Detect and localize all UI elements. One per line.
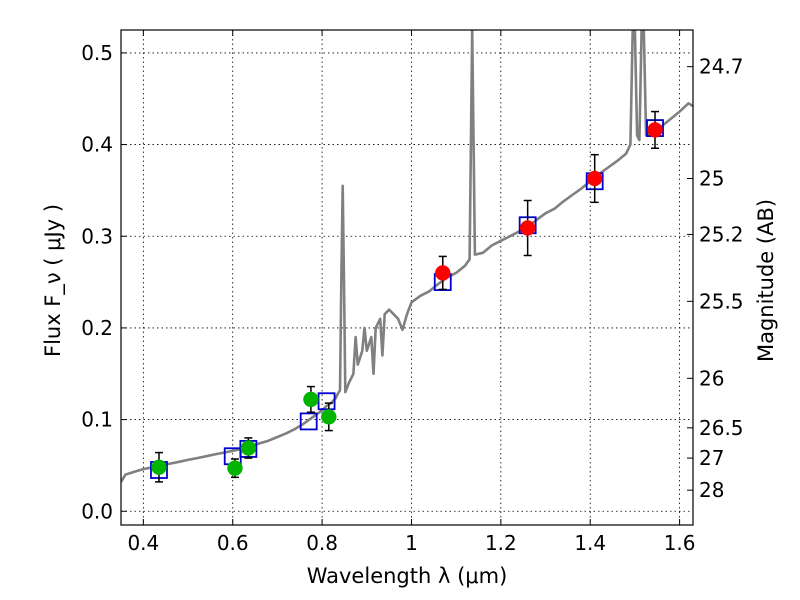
data-point (321, 409, 337, 425)
right-tick-label: 26.5 (699, 416, 744, 440)
data-point (435, 265, 451, 281)
x-tick-label: 1.4 (574, 531, 606, 555)
x-tick-label: 1.6 (664, 531, 696, 555)
right-tick-label: 27 (699, 446, 724, 470)
model-square-point (317, 392, 336, 411)
model-square-point (299, 412, 318, 431)
spectrum-layer (121, 30, 693, 483)
right-tick-label: 25.2 (699, 222, 744, 246)
right-axis-label: Magnitude (AB) (754, 199, 778, 362)
x-tick-label: 0.6 (217, 531, 249, 555)
y-tick-label: 0.1 (81, 408, 113, 432)
spectrum-line (121, 30, 693, 483)
plot-frame (120, 29, 694, 526)
x-tick-label: 1.2 (485, 531, 517, 555)
x-tick-label: 0.4 (127, 531, 159, 555)
y-axis-label: Flux F_ν ( μJy ) (41, 204, 66, 357)
tick-layer: 0.4 0.6 0.8 1 1.2 1.4 1.6 0.0 0.1 0.2 0.3 0.4 0.5 24.… (81, 30, 744, 555)
data-point (227, 460, 243, 476)
x-tick-label: 1 (405, 531, 418, 555)
x-tick-label: 0.8 (306, 531, 338, 555)
data-point (303, 391, 319, 408)
y-tick-label: 0.2 (81, 316, 113, 340)
data-point (240, 440, 257, 456)
grid-lines (121, 30, 693, 525)
marker-layer (150, 110, 664, 483)
right-tick-label: 28 (699, 478, 724, 502)
data-point (647, 122, 663, 138)
y-tick-label: 0.4 (81, 133, 113, 157)
y-tick-label: 0.5 (81, 41, 113, 65)
x-axis-label: Wavelength λ (μm) (307, 564, 508, 588)
right-tick-label: 24.7 (699, 55, 744, 79)
right-tick-label: 26 (699, 366, 724, 390)
data-point (519, 220, 536, 236)
y-tick-label: 0.0 (81, 499, 113, 523)
y-tick-label: 0.3 (81, 224, 113, 248)
right-tick-label: 25.5 (699, 289, 744, 313)
data-point (151, 459, 167, 475)
data-point (586, 170, 603, 187)
right-tick-label: 25 (699, 167, 724, 191)
